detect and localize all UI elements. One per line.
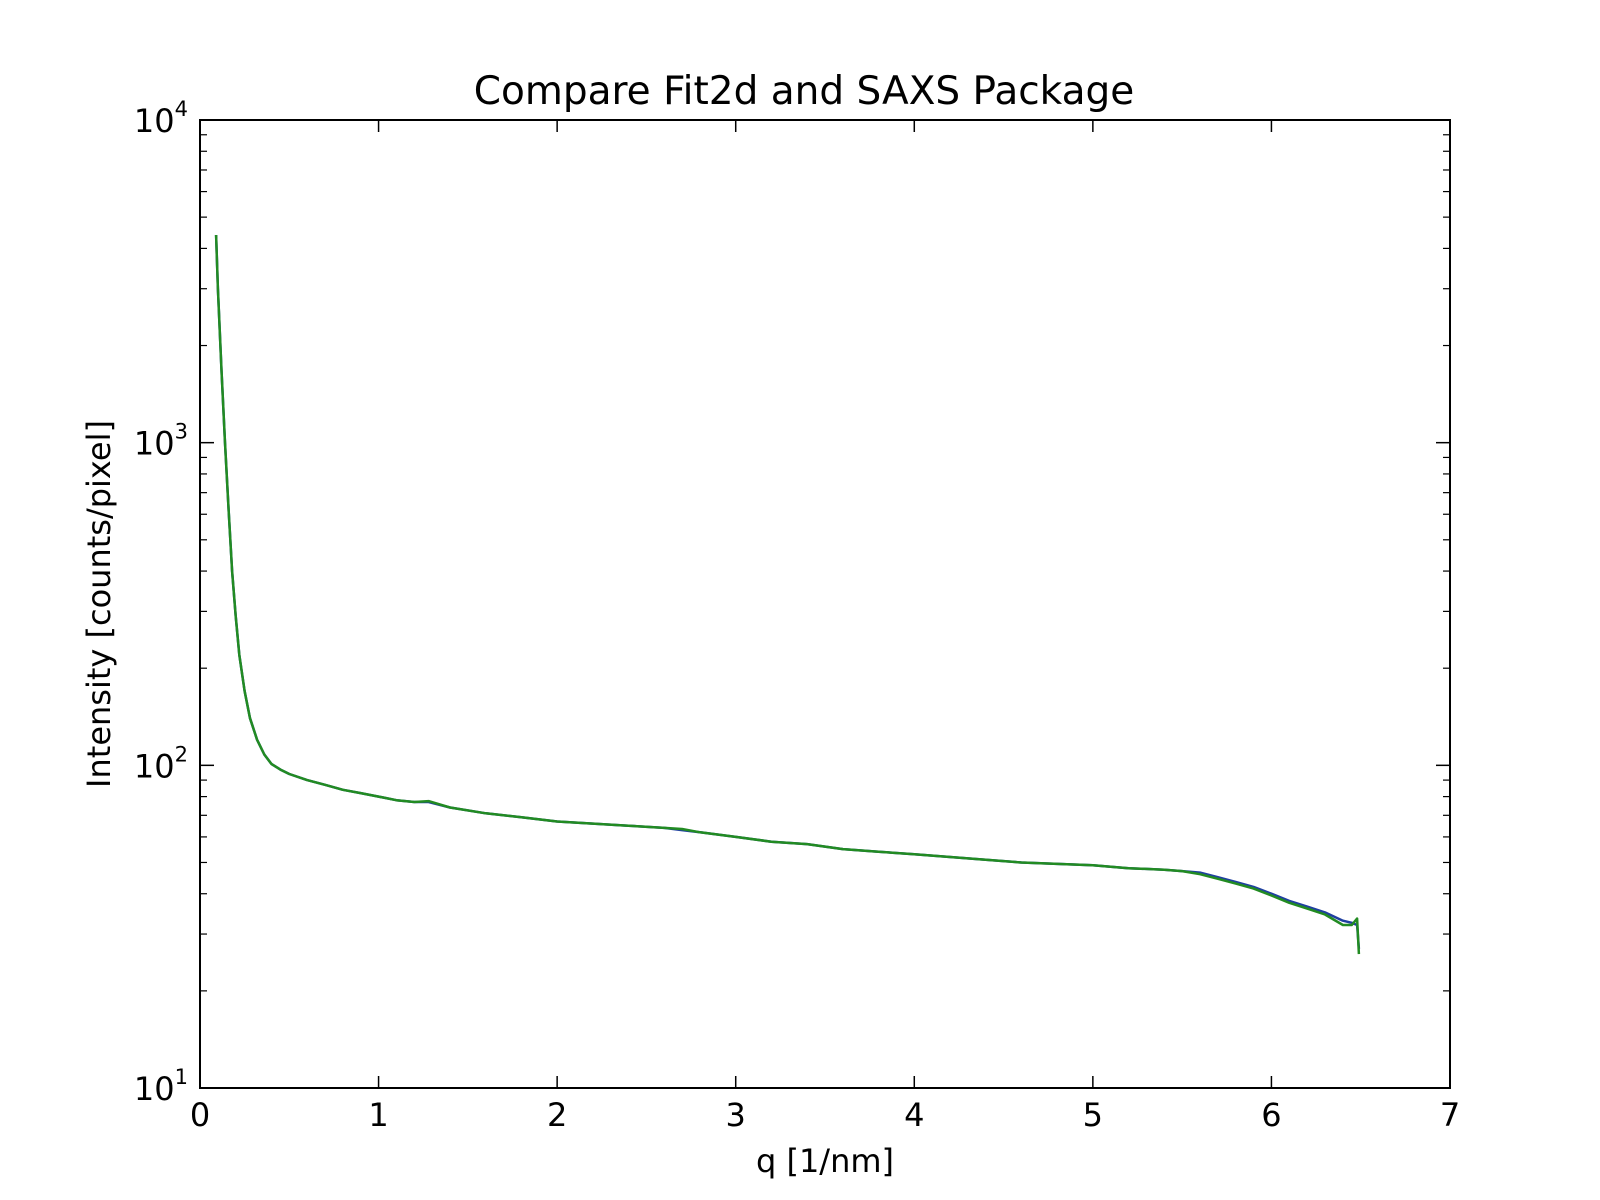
- y-tick-label: 103: [134, 420, 188, 463]
- series-layer: [214, 234, 1361, 955]
- y-tick-label: 102: [134, 742, 188, 785]
- x-tick-label: 0: [190, 1096, 210, 1134]
- y-tick-label: 104: [134, 97, 188, 140]
- x-tick-label: 2: [547, 1096, 567, 1134]
- y-axis: 101 102 103 104: [134, 97, 1450, 1108]
- x-tick-label: 5: [1083, 1096, 1103, 1134]
- series-line-2: [214, 234, 1361, 955]
- plot-area: [200, 120, 1450, 1088]
- x-tick-label: 3: [726, 1096, 746, 1134]
- x-axis: 0 1 2 3 4 5 6 7: [190, 120, 1460, 1134]
- y-axis-label: Intensity [counts/pixel]: [80, 420, 118, 788]
- x-tick-label: 7: [1440, 1096, 1460, 1134]
- x-tick-label: 4: [904, 1096, 924, 1134]
- x-tick-label: 1: [368, 1096, 388, 1134]
- x-tick-label: 6: [1261, 1096, 1281, 1134]
- x-axis-label: q [1/nm]: [756, 1142, 894, 1180]
- y-tick-label: 101: [134, 1065, 188, 1108]
- chart-title: Compare Fit2d and SAXS Package: [474, 69, 1134, 114]
- plot-frame: [199, 119, 1451, 1089]
